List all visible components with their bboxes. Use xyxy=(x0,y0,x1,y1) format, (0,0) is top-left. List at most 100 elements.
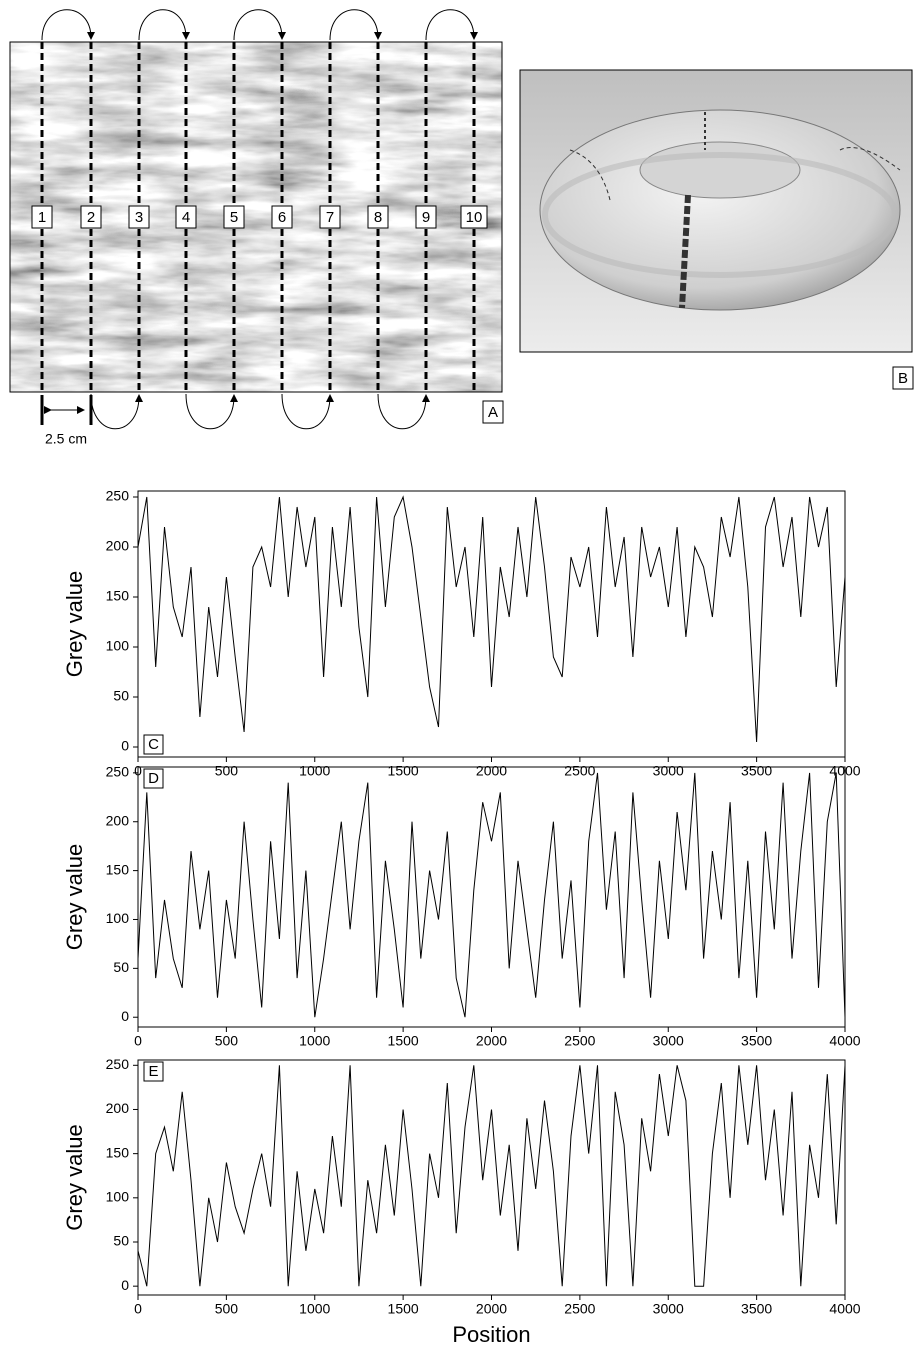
panel-label: D xyxy=(148,770,159,787)
y-tick-label: 250 xyxy=(106,488,130,504)
x-tick-label: 2500 xyxy=(564,1033,595,1049)
y-tick-label: 100 xyxy=(106,638,130,654)
y-tick-label: 200 xyxy=(106,812,130,828)
panel-label: A xyxy=(488,404,498,421)
x-axis-label: Position xyxy=(452,1322,530,1347)
line-label: 9 xyxy=(422,209,430,226)
line-label: 7 xyxy=(326,209,334,226)
y-tick-label: 200 xyxy=(106,1100,130,1116)
x-tick-label: 500 xyxy=(215,763,239,779)
x-tick-label: 1500 xyxy=(388,1033,419,1049)
line-label-box xyxy=(223,205,245,229)
y-tick-label: 250 xyxy=(106,1056,130,1072)
y-tick-label: 0 xyxy=(121,1277,129,1293)
line-label-box xyxy=(128,205,150,229)
y-tick-label: 0 xyxy=(121,738,129,754)
y-tick-label: 50 xyxy=(113,959,129,975)
line-label: 3 xyxy=(135,209,143,226)
x-tick-label: 1000 xyxy=(299,763,330,779)
line-label-box xyxy=(271,205,293,229)
y-tick-label: 100 xyxy=(106,1189,130,1205)
x-tick-label: 0 xyxy=(134,1033,142,1049)
x-tick-label: 2500 xyxy=(564,763,595,779)
x-tick-label: 3500 xyxy=(741,1301,772,1317)
scale-label: 2.5 cm xyxy=(45,431,87,447)
torus-stripe xyxy=(542,152,898,278)
x-tick-label: 2000 xyxy=(476,1301,507,1317)
arrow xyxy=(185,393,238,430)
data-line xyxy=(137,1065,846,1287)
panel-label-box xyxy=(143,768,164,789)
y-tick-label: 200 xyxy=(106,538,130,554)
line-label: 4 xyxy=(182,209,190,226)
line-label: 1 xyxy=(38,209,46,226)
y-axis-label: Grey value xyxy=(62,844,87,950)
panel-label: B xyxy=(898,370,908,387)
panel-label-box xyxy=(482,400,504,424)
arrow xyxy=(138,9,190,41)
x-tick-label: 1500 xyxy=(388,1301,419,1317)
x-tick-label: 4000 xyxy=(829,1301,860,1317)
line-label: 8 xyxy=(374,209,382,226)
x-tick-label: 1500 xyxy=(388,763,419,779)
line-label: 10 xyxy=(466,209,483,226)
plot-frame xyxy=(137,490,846,758)
x-tick-label: 3500 xyxy=(741,763,772,779)
line-label: 6 xyxy=(278,209,286,226)
image-frame xyxy=(9,41,503,393)
x-tick-label: 1000 xyxy=(299,1033,330,1049)
torus-profile xyxy=(679,194,691,309)
torus-hole xyxy=(639,141,801,199)
line-label-box xyxy=(175,205,197,229)
torus-profile xyxy=(569,149,611,201)
line-label-box xyxy=(460,205,488,229)
x-tick-label: 4000 xyxy=(829,1033,860,1049)
y-tick-label: 0 xyxy=(121,1008,129,1024)
x-tick-label: 3000 xyxy=(653,1301,684,1317)
arrow xyxy=(41,9,95,41)
x-tick-label: 0 xyxy=(134,1301,142,1317)
x-tick-label: 3500 xyxy=(741,1033,772,1049)
panel-label: C xyxy=(148,736,159,753)
y-tick-label: 150 xyxy=(106,1144,130,1160)
y-tick-label: 50 xyxy=(113,1233,129,1249)
x-tick-label: 1000 xyxy=(299,1301,330,1317)
torus-profile xyxy=(839,147,901,171)
panel-label: E xyxy=(148,1063,158,1080)
y-tick-label: 250 xyxy=(106,764,130,780)
line-label-box xyxy=(31,205,53,229)
arrow xyxy=(233,9,286,41)
arrow xyxy=(90,393,143,430)
plot-frame xyxy=(137,1059,846,1296)
x-tick-label: 3000 xyxy=(653,763,684,779)
x-tick-label: 2000 xyxy=(476,1033,507,1049)
data-line xyxy=(137,772,846,1018)
y-tick-label: 50 xyxy=(113,688,129,704)
y-axis-label: Grey value xyxy=(62,571,87,677)
plot-frame xyxy=(137,766,846,1028)
line-label: 2 xyxy=(87,209,95,226)
x-tick-label: 3000 xyxy=(653,1033,684,1049)
line-label-box xyxy=(80,205,102,229)
data-line xyxy=(137,495,846,743)
arrow xyxy=(329,9,382,41)
arrow xyxy=(281,393,334,430)
line-label-box xyxy=(367,205,389,229)
panel-label-box xyxy=(143,734,164,755)
x-tick-label: 2000 xyxy=(476,763,507,779)
panel-b: B xyxy=(519,69,914,390)
y-tick-label: 150 xyxy=(106,861,130,877)
y-axis-label: Grey value xyxy=(62,1124,87,1230)
x-tick-label: 500 xyxy=(215,1033,239,1049)
x-tick-label: 500 xyxy=(215,1301,239,1317)
panel-a: 2.5 cm A 1 2 3 4 5 6 7 8 9 10 xyxy=(9,9,504,447)
line-label: 5 xyxy=(230,209,238,226)
y-tick-label: 100 xyxy=(106,910,130,926)
panel-label-box xyxy=(143,1061,164,1082)
line-label-box xyxy=(415,205,437,229)
